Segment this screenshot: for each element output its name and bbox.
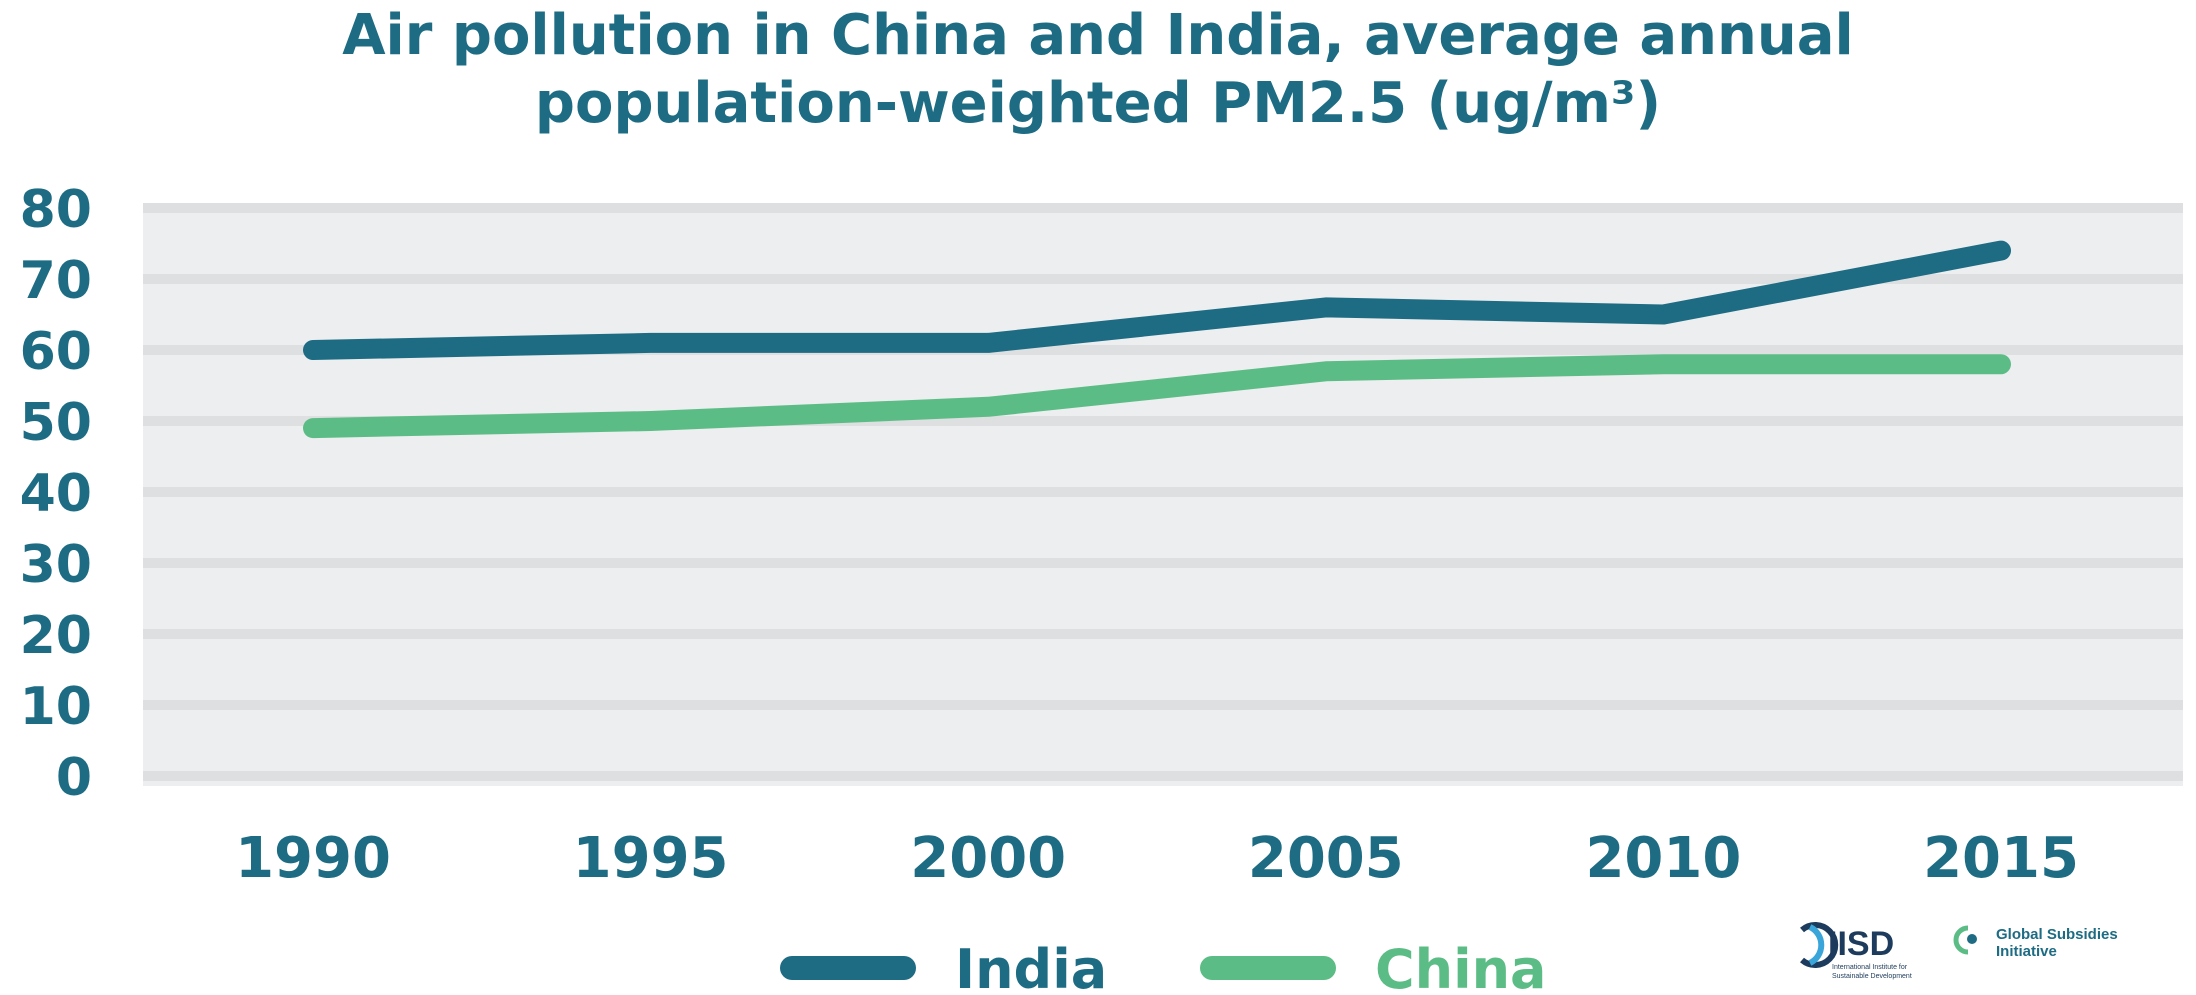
y-tick-label: 30 [20,535,92,595]
legend: India China [780,938,1546,995]
y-axis-ticks: 0 10 20 30 40 50 60 70 80 [20,180,92,808]
chart-title-line-2: population-weighted PM2.5 (ug/m³) [534,71,1662,136]
x-tick-label: 2010 [1585,826,1741,891]
y-tick-label: 10 [20,677,92,737]
x-tick-label: 1995 [573,826,729,891]
y-tick-label: 60 [20,322,92,382]
y-tick-label: 0 [56,748,92,808]
x-tick-label: 2000 [910,826,1066,891]
gsi-logo-line-2: Initiative [1996,943,2057,960]
iisd-logo-name: IISD [1828,925,1894,963]
y-tick-label: 70 [20,251,92,311]
chart-title-line-1: Air pollution in China and India, averag… [342,3,1854,68]
gridline [143,345,2183,355]
y-tick-label: 50 [20,393,92,453]
iisd-logo-mark-dark [1800,922,1839,968]
series-line-china [303,354,2011,439]
gsi-logo-line-1: Global Subsidies [1996,926,2118,943]
gridline [143,416,2183,426]
gridline [143,203,2183,213]
gridline [143,771,2183,781]
iisd-logo: IISD International Institute for Sustain… [1800,922,1912,980]
legend-label-china: China [1375,938,1546,995]
x-tick-label: 2015 [1923,826,2079,891]
x-axis-ticks: 1990 1995 2000 2005 2010 2015 [235,826,2079,891]
legend-label-india: India [955,938,1107,995]
plot-area [143,203,2183,786]
y-tick-label: 80 [20,180,92,240]
iisd-logo-mark-light [1808,924,1825,966]
gsi-logo-mark [1953,925,1969,955]
x-tick-label: 2005 [1248,826,1404,891]
y-tick-label: 40 [20,464,92,524]
gridline [143,487,2183,497]
gsi-logo: Global Subsidies Initiative [1953,925,2118,960]
x-tick-label: 1990 [235,826,391,891]
chart-title: Air pollution in China and India, averag… [0,2,2196,138]
series-lines [303,240,2011,439]
gridline [143,629,2183,639]
gridline [143,558,2183,568]
series-line-india [303,240,2011,360]
y-tick-label: 20 [20,606,92,666]
gridline [143,700,2183,710]
iisd-logo-subtitle-1: International Institute for [1832,964,1908,971]
iisd-logo-subtitle-2: Sustainable Development [1832,973,1912,980]
gridline [143,274,2183,284]
gsi-logo-dot [1967,934,1977,944]
